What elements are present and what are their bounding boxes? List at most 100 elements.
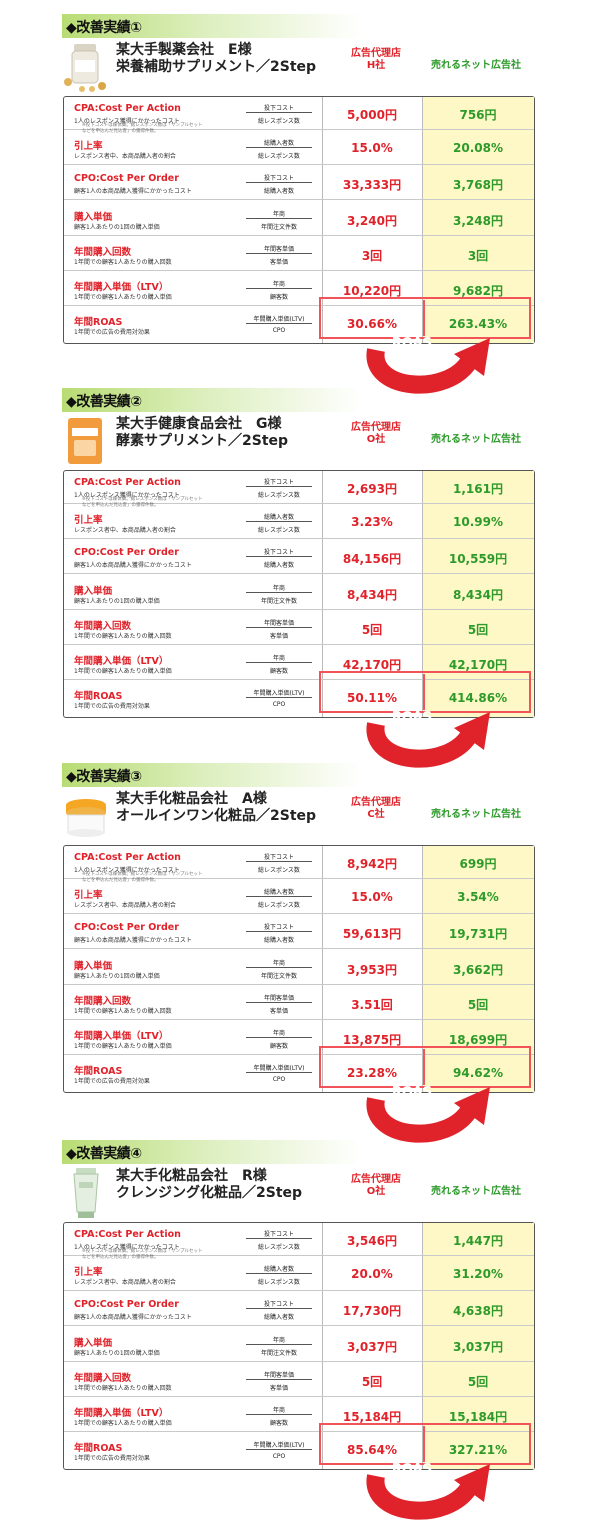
cream-jar-icon bbox=[62, 791, 110, 843]
metric-title: 年間購入回数 bbox=[74, 246, 132, 258]
agency-header-name: O社 bbox=[366, 1186, 386, 1197]
metric-formula: 年間客単価 客単価 bbox=[238, 238, 320, 271]
ours-column-header: 売れるネット広告社 bbox=[431, 809, 521, 820]
metric-formula: 投下コスト 総レスポンス数 bbox=[238, 471, 320, 504]
client-company: 某大手製薬会社 E様 bbox=[116, 42, 252, 58]
metric-formula: 年間購入単価(LTV) CPO bbox=[238, 308, 320, 341]
table-row: 購入単価 顧客1人あたりの1回の購入単価 年商 年間注文件数 3,037円 3,037円 bbox=[64, 1329, 534, 1362]
metric-title: 購入単価 bbox=[74, 1337, 113, 1349]
metric-title: CPA:Cost Per Action bbox=[74, 852, 181, 863]
fraction-line bbox=[246, 147, 312, 149]
metric-description: 1年間での顧客1人あたりの購入単価 bbox=[74, 1043, 172, 1050]
fraction-line bbox=[246, 521, 312, 523]
formula-numerator: 年商 bbox=[272, 584, 285, 592]
ours-value: 3,768円 bbox=[453, 178, 503, 193]
fraction-line bbox=[246, 591, 312, 593]
agency-value: 2,693円 bbox=[347, 482, 397, 496]
fraction-line bbox=[246, 697, 312, 699]
metric-description: レスポンス者中、本商品購入者の割合 bbox=[74, 1279, 176, 1287]
ours-value: 5回 bbox=[467, 997, 489, 1012]
metric-note-line: ※投下コストは媒体費。総レスポンス数は「サンプルセット bbox=[82, 497, 203, 502]
roas-improvement-badge: ROAS 3.82倍 UP! bbox=[384, 1463, 440, 1502]
metric-description: レスポンス者中、本商品購入者の割合 bbox=[74, 902, 176, 910]
client-product: 酵素サプリメント／2Step bbox=[116, 433, 289, 449]
agency-value: 3.23% bbox=[351, 515, 393, 530]
ours-value: 4,638円 bbox=[453, 1304, 503, 1319]
table-row: 年間購入単価（LTV） 1年間での顧客1人あたりの購入単価 年商 顧客数 10,220円… bbox=[64, 273, 534, 306]
table-row: CPO:Cost Per Order 顧客1人の本商品購入獲得にかかったコスト 投下… bbox=[64, 541, 534, 575]
agency-header-label: 広告代理店 bbox=[351, 797, 401, 808]
formula-numerator: 年間購入単価(LTV) bbox=[253, 316, 305, 324]
metric-description: 1年間での顧客1人あたりの購入単価 bbox=[74, 1420, 172, 1427]
agency-value: 15,184円 bbox=[342, 1410, 402, 1424]
formula-denominator: 顧客数 bbox=[269, 668, 288, 675]
metric-formula: 投下コスト 総購入者数 bbox=[238, 916, 320, 949]
metric-description: 1年間での顧客1人あたりの購入回数 bbox=[74, 1384, 172, 1392]
metric-title: CPA:Cost Per Action bbox=[74, 1229, 181, 1240]
roas-highlight-divider bbox=[423, 1049, 425, 1085]
column-divider bbox=[322, 846, 323, 1092]
ours-value: 3回 bbox=[467, 248, 489, 263]
comparison-table: CPA:Cost Per Action 1人のレスポンス獲得にかかったコスト ※投下… bbox=[63, 845, 535, 1093]
formula-denominator: 顧客数 bbox=[269, 1420, 288, 1427]
metric-description: 1年間での顧客1人あたりの購入単価 bbox=[74, 668, 172, 675]
agency-column-header: 広告代理店 H社 bbox=[328, 48, 424, 72]
table-row: 引上率 レスポンス者中、本商品購入者の割合 総購入者数 総レスポンス数 15.0% 3.5… bbox=[64, 881, 534, 915]
fraction-line bbox=[246, 556, 312, 558]
formula-numerator: 年商 bbox=[272, 1336, 285, 1344]
metric-formula: 年商 顧客数 bbox=[238, 1399, 320, 1432]
metric-description: 1人のレスポンス獲得にかかったコスト bbox=[74, 1244, 180, 1251]
metric-title: 年間ROAS bbox=[74, 317, 123, 329]
badge-label: ROAS bbox=[391, 1085, 433, 1100]
metric-title: 購入単価 bbox=[74, 960, 113, 972]
fraction-line bbox=[246, 1308, 312, 1310]
metric-formula: 年間購入単価(LTV) CPO bbox=[238, 1057, 320, 1090]
metric-title: CPO:Cost Per Order bbox=[74, 173, 179, 185]
ours-value: 18,699円 bbox=[448, 1033, 508, 1047]
metric-description: 1人のレスポンス獲得にかかったコスト bbox=[74, 867, 180, 874]
formula-denominator: 顧客数 bbox=[269, 1043, 288, 1050]
table-row: CPA:Cost Per Action 1人のレスポンス獲得にかかったコスト ※投下… bbox=[64, 846, 534, 883]
metric-title: CPO:Cost Per Order bbox=[74, 922, 179, 934]
ours-column-header: 売れるネット広告社 bbox=[431, 1186, 521, 1197]
ours-value: 94.62% bbox=[453, 1066, 503, 1081]
formula-numerator: 年商 bbox=[272, 1407, 285, 1414]
formula-numerator: 年間購入単価(LTV) bbox=[253, 1065, 305, 1073]
fraction-line bbox=[246, 626, 312, 628]
metric-title: 引上率 bbox=[74, 1267, 103, 1279]
metric-formula: 総購入者数 総レスポンス数 bbox=[238, 132, 320, 165]
metric-formula: 投下コスト 総購入者数 bbox=[238, 541, 320, 574]
metric-formula: 総購入者数 総レスポンス数 bbox=[238, 506, 320, 539]
formula-numerator: 年商 bbox=[272, 210, 285, 218]
formula-denominator: 総レスポンス数 bbox=[258, 527, 300, 535]
supplement-jar-icon bbox=[62, 42, 110, 94]
ours-value: 8,434円 bbox=[453, 587, 503, 602]
roas-highlight-divider bbox=[423, 1426, 425, 1462]
ours-value: 42,170円 bbox=[448, 658, 508, 672]
ours-value: 5回 bbox=[467, 1374, 489, 1389]
metric-title: 年間ROAS bbox=[74, 691, 123, 703]
fraction-line bbox=[246, 966, 312, 968]
agency-column-header: 広告代理店 O社 bbox=[328, 422, 424, 446]
table-row: 年間購入単価（LTV） 1年間での顧客1人あたりの購入単価 年商 顧客数 15,184円… bbox=[64, 1399, 534, 1432]
agency-value: 10,220円 bbox=[342, 284, 402, 298]
ours-value: 1,161円 bbox=[453, 482, 503, 496]
badge-up: UP! bbox=[399, 1488, 424, 1502]
badge-multiplier: 4.06倍 bbox=[391, 1098, 433, 1112]
roas-highlight-box bbox=[319, 1423, 531, 1465]
ours-value: 10.99% bbox=[453, 515, 503, 530]
comparison-table: CPA:Cost Per Action 1人のレスポンス獲得にかかったコスト ※投下… bbox=[63, 1222, 535, 1470]
fraction-line bbox=[246, 182, 312, 184]
table-row: 年間ROAS 1年間での広告の費用対効果 年間購入単価(LTV) CPO 23.28% 9… bbox=[64, 1057, 534, 1090]
fraction-line bbox=[246, 1238, 312, 1239]
badge-up: UP! bbox=[399, 362, 424, 376]
ours-value: 699円 bbox=[459, 857, 497, 871]
table-row: 年間購入単価（LTV） 1年間での顧客1人あたりの購入単価 年商 顧客数 13,875円… bbox=[64, 1022, 534, 1055]
fraction-line bbox=[246, 217, 312, 219]
formula-numerator: 年間客単価 bbox=[263, 1371, 294, 1379]
ours-value: 5回 bbox=[467, 622, 489, 637]
case-section: ◆改善実績③ 某大手化粧品会社 A様 オールインワン化粧品／2Step 広告代理店 C社… bbox=[0, 763, 600, 1143]
agency-value: 50.11% bbox=[347, 691, 397, 706]
badge-up: UP! bbox=[399, 1111, 424, 1125]
section-heading: ◆改善実績① bbox=[66, 20, 142, 36]
